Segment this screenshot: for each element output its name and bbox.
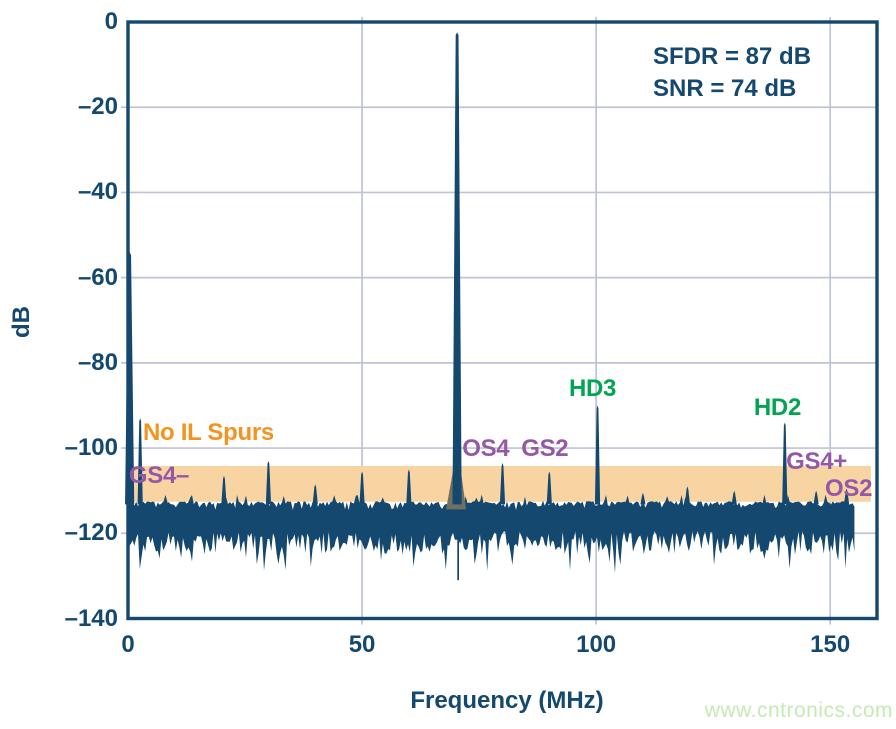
plot-frame — [126, 20, 879, 621]
label-no-il-spurs: No IL Spurs — [142, 418, 274, 446]
y-tick-label: –60 — [77, 263, 118, 291]
x-tick-label: 100 — [576, 631, 617, 658]
y-tick-label: –100 — [64, 434, 118, 462]
spur-30-peak — [265, 460, 272, 505]
spur-40-peak — [312, 484, 318, 505]
hd2-spur-peak — [782, 422, 788, 505]
spur-60-peak — [406, 469, 412, 505]
spur-120-peak — [684, 486, 691, 505]
y-axis-title: dB — [8, 306, 35, 338]
hd3-spur-peak — [594, 405, 601, 505]
os2-spur-peak — [843, 488, 850, 505]
fundamental-peak — [452, 32, 462, 505]
os4-spur-peak — [499, 462, 506, 505]
spur-50-peak — [359, 471, 365, 505]
gs4-minus-spur-peak — [137, 418, 143, 505]
label-gs4-plus: GS4+ — [786, 447, 848, 475]
y-tick-label: –80 — [77, 348, 118, 376]
x-tick-label: 150 — [810, 631, 851, 658]
x-axis-title: Frequency (MHz) — [410, 687, 604, 714]
x-tick-label: 50 — [348, 631, 376, 658]
y-tick-label: –140 — [64, 604, 118, 632]
spur-130-peak — [731, 490, 737, 505]
x-tick-label: 0 — [121, 631, 135, 658]
snr-value: SNR = 74 dB — [653, 75, 797, 102]
label-gs2: GS2 — [521, 435, 569, 463]
gs2-spur-peak — [546, 471, 552, 505]
noise-floor-trace — [129, 494, 855, 574]
y-tick-label: –120 — [64, 519, 118, 547]
y-tick-label: –40 — [77, 178, 118, 206]
watermark: www.cntronics.com — [704, 699, 893, 722]
label-gs4-minus: GS4– — [128, 461, 190, 489]
y-tick-label: 0 — [104, 8, 118, 35]
spur-8-peak — [162, 494, 169, 505]
label-os4: OS4 — [462, 435, 510, 463]
label-hd3: HD3 — [568, 375, 617, 403]
spur-110-peak — [640, 492, 646, 505]
label-os2: OS2 — [825, 474, 873, 502]
y-tick-label: –20 — [77, 93, 118, 121]
spur-20-peak — [221, 475, 227, 505]
measurement-stats: SFDR = 87 dB SNR = 74 dB — [653, 41, 811, 105]
label-hd2: HD2 — [753, 393, 801, 421]
fundamental-notch — [457, 529, 459, 581]
sfdr-value: SFDR = 87 dB — [653, 43, 812, 70]
gs4-plus-spur-peak — [813, 490, 819, 505]
no-il-spurs-band — [128, 465, 871, 502]
